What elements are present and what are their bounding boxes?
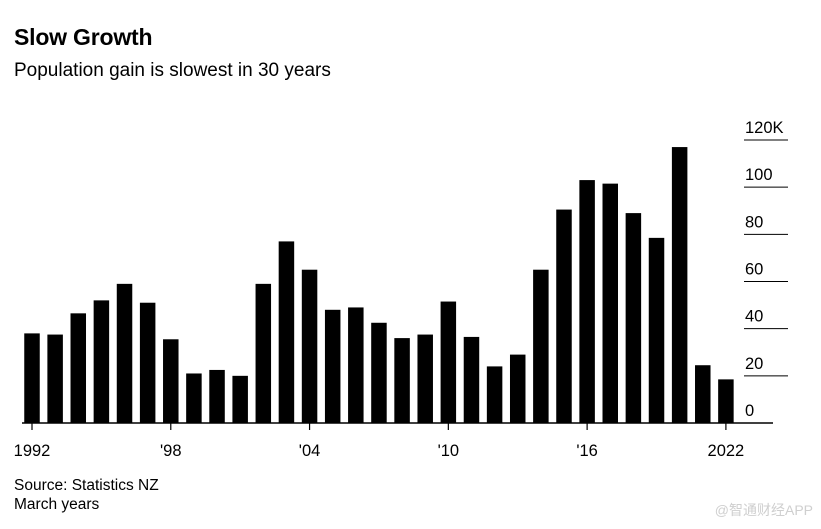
bar bbox=[186, 373, 202, 423]
bar bbox=[324, 309, 341, 423]
bar bbox=[486, 366, 503, 423]
y-tick-label: 60 bbox=[745, 261, 763, 279]
x-tick-label: '04 bbox=[299, 442, 321, 460]
bar bbox=[671, 147, 688, 423]
bar bbox=[556, 209, 572, 423]
bar bbox=[625, 213, 642, 423]
bar bbox=[348, 307, 364, 423]
y-tick-label: 120K bbox=[745, 119, 784, 137]
bar bbox=[116, 283, 133, 423]
bar bbox=[255, 283, 272, 423]
y-tick-label: 0 bbox=[745, 402, 754, 420]
bar bbox=[163, 339, 179, 423]
bar bbox=[602, 183, 618, 423]
bar bbox=[24, 333, 40, 423]
bar bbox=[278, 241, 295, 423]
bar bbox=[93, 300, 110, 423]
chart-subtitle: Population gain is slowest in 30 years bbox=[14, 60, 331, 81]
bar bbox=[139, 302, 156, 423]
y-tick-label: 20 bbox=[745, 355, 763, 373]
source-note: Source: Statistics NZ bbox=[14, 477, 159, 494]
bar bbox=[417, 334, 433, 423]
bar bbox=[47, 334, 63, 423]
bar bbox=[209, 369, 225, 423]
y-tick-label: 100 bbox=[745, 166, 773, 184]
bar bbox=[648, 237, 665, 423]
bar bbox=[509, 354, 526, 423]
bar bbox=[371, 322, 387, 423]
bar bbox=[301, 269, 318, 423]
bar bbox=[232, 375, 248, 423]
watermark: @智通财经APP bbox=[714, 502, 813, 518]
bar bbox=[718, 379, 734, 423]
x-tick-label: 2022 bbox=[708, 442, 745, 460]
bar bbox=[579, 180, 595, 423]
bar bbox=[70, 313, 87, 423]
bar bbox=[394, 338, 410, 423]
y-tick-label: 80 bbox=[745, 213, 763, 231]
x-tick-label: '10 bbox=[438, 442, 460, 460]
period-note: March years bbox=[14, 496, 100, 513]
bar bbox=[440, 301, 457, 423]
bar bbox=[463, 336, 480, 423]
x-tick-label: '16 bbox=[576, 442, 598, 460]
bar bbox=[533, 269, 549, 423]
bar bbox=[695, 365, 711, 423]
chart-footer: Source: Statistics NZ March years bbox=[14, 476, 159, 514]
x-tick-label: '98 bbox=[160, 442, 182, 460]
chart-title: Slow Growth bbox=[14, 24, 153, 50]
x-tick-label: 1992 bbox=[14, 442, 51, 460]
y-tick-label: 40 bbox=[745, 308, 763, 326]
